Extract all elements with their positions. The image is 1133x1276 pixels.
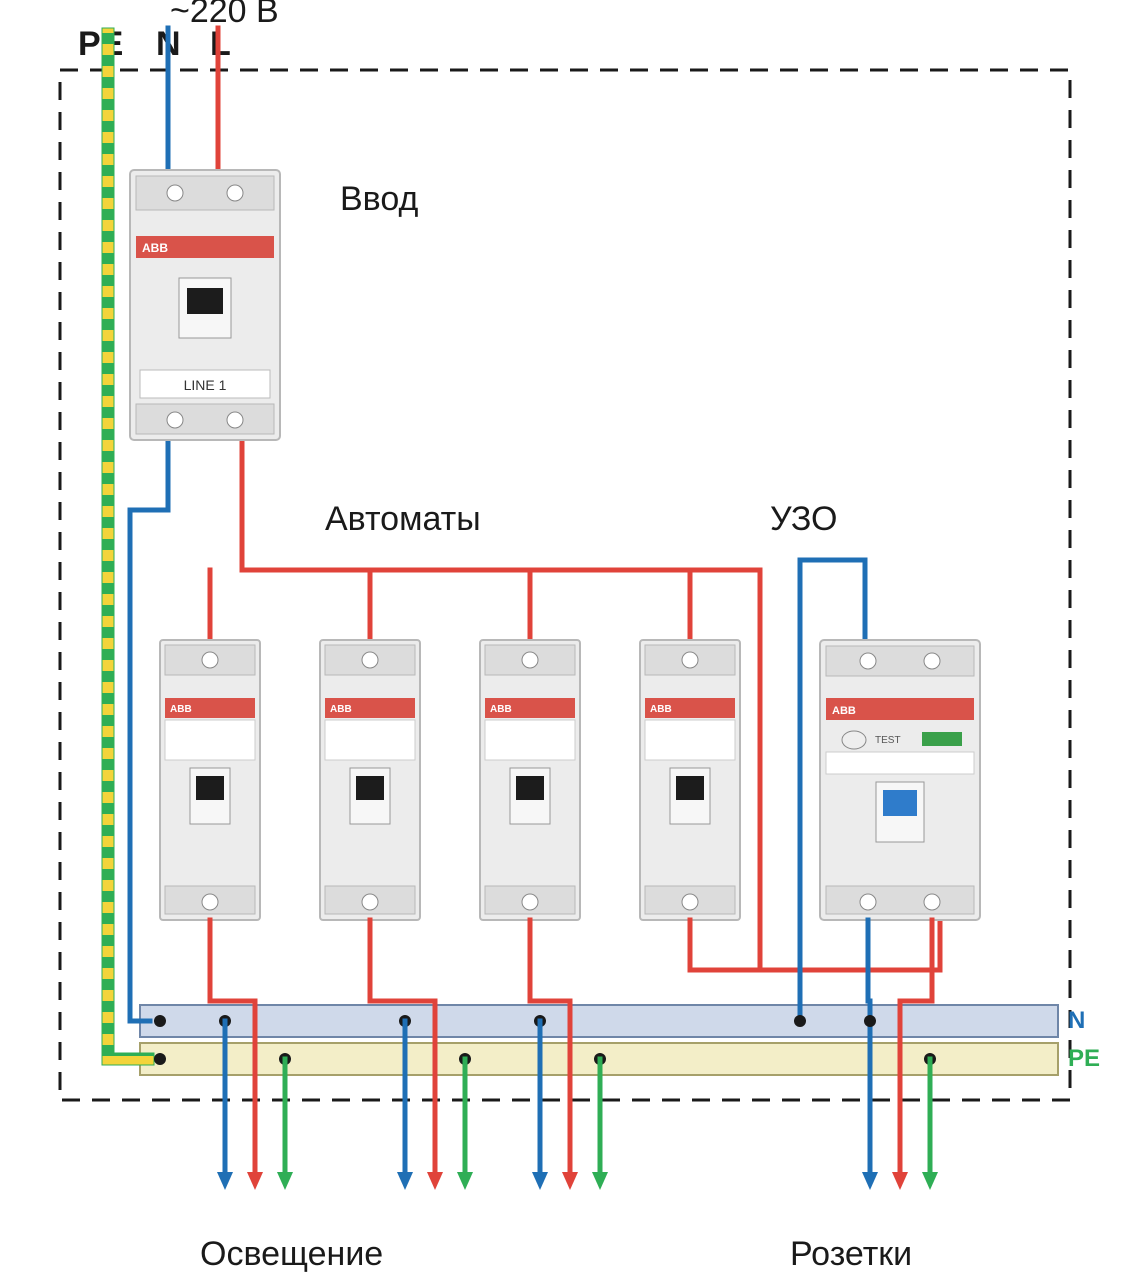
main-breaker-line-label: LINE 1: [184, 377, 227, 393]
wire-l-feed-horizontal: [242, 440, 760, 570]
breaker-1: ABB: [160, 640, 260, 920]
rcd-device: ABB TEST: [820, 640, 980, 920]
busbar-n: [140, 1005, 1058, 1037]
label-sockets: Розетки: [790, 1235, 912, 1273]
wire-rcd-n-out: [868, 920, 870, 1180]
busbar-n-label: N: [1068, 1007, 1085, 1034]
svg-text:ABB: ABB: [650, 704, 672, 715]
svg-text:TEST: TEST: [875, 735, 901, 746]
breaker-3: ABB: [480, 640, 580, 920]
label-pe: PE: [78, 25, 123, 63]
label-lighting: Освещение: [200, 1235, 383, 1273]
busbar-pe-label: PE: [1068, 1045, 1100, 1072]
breaker-4: ABB: [640, 640, 740, 920]
label-input: Ввод: [340, 180, 419, 218]
label-voltage: ~220 B: [170, 0, 279, 30]
label-rcd: УЗО: [770, 500, 837, 538]
label-breakers: Автоматы: [325, 500, 481, 538]
wiring-diagram: PENL~220 BВводАвтоматыУЗОNPEABBLINE 1ABB…: [0, 0, 1133, 1276]
svg-text:ABB: ABB: [330, 704, 352, 715]
svg-text:ABB: ABB: [832, 705, 856, 717]
main-breaker: ABB LINE 1: [130, 170, 280, 440]
svg-text:ABB: ABB: [490, 704, 512, 715]
svg-text:ABB: ABB: [142, 241, 168, 255]
breaker-2: ABB: [320, 640, 420, 920]
svg-text:ABB: ABB: [170, 704, 192, 715]
